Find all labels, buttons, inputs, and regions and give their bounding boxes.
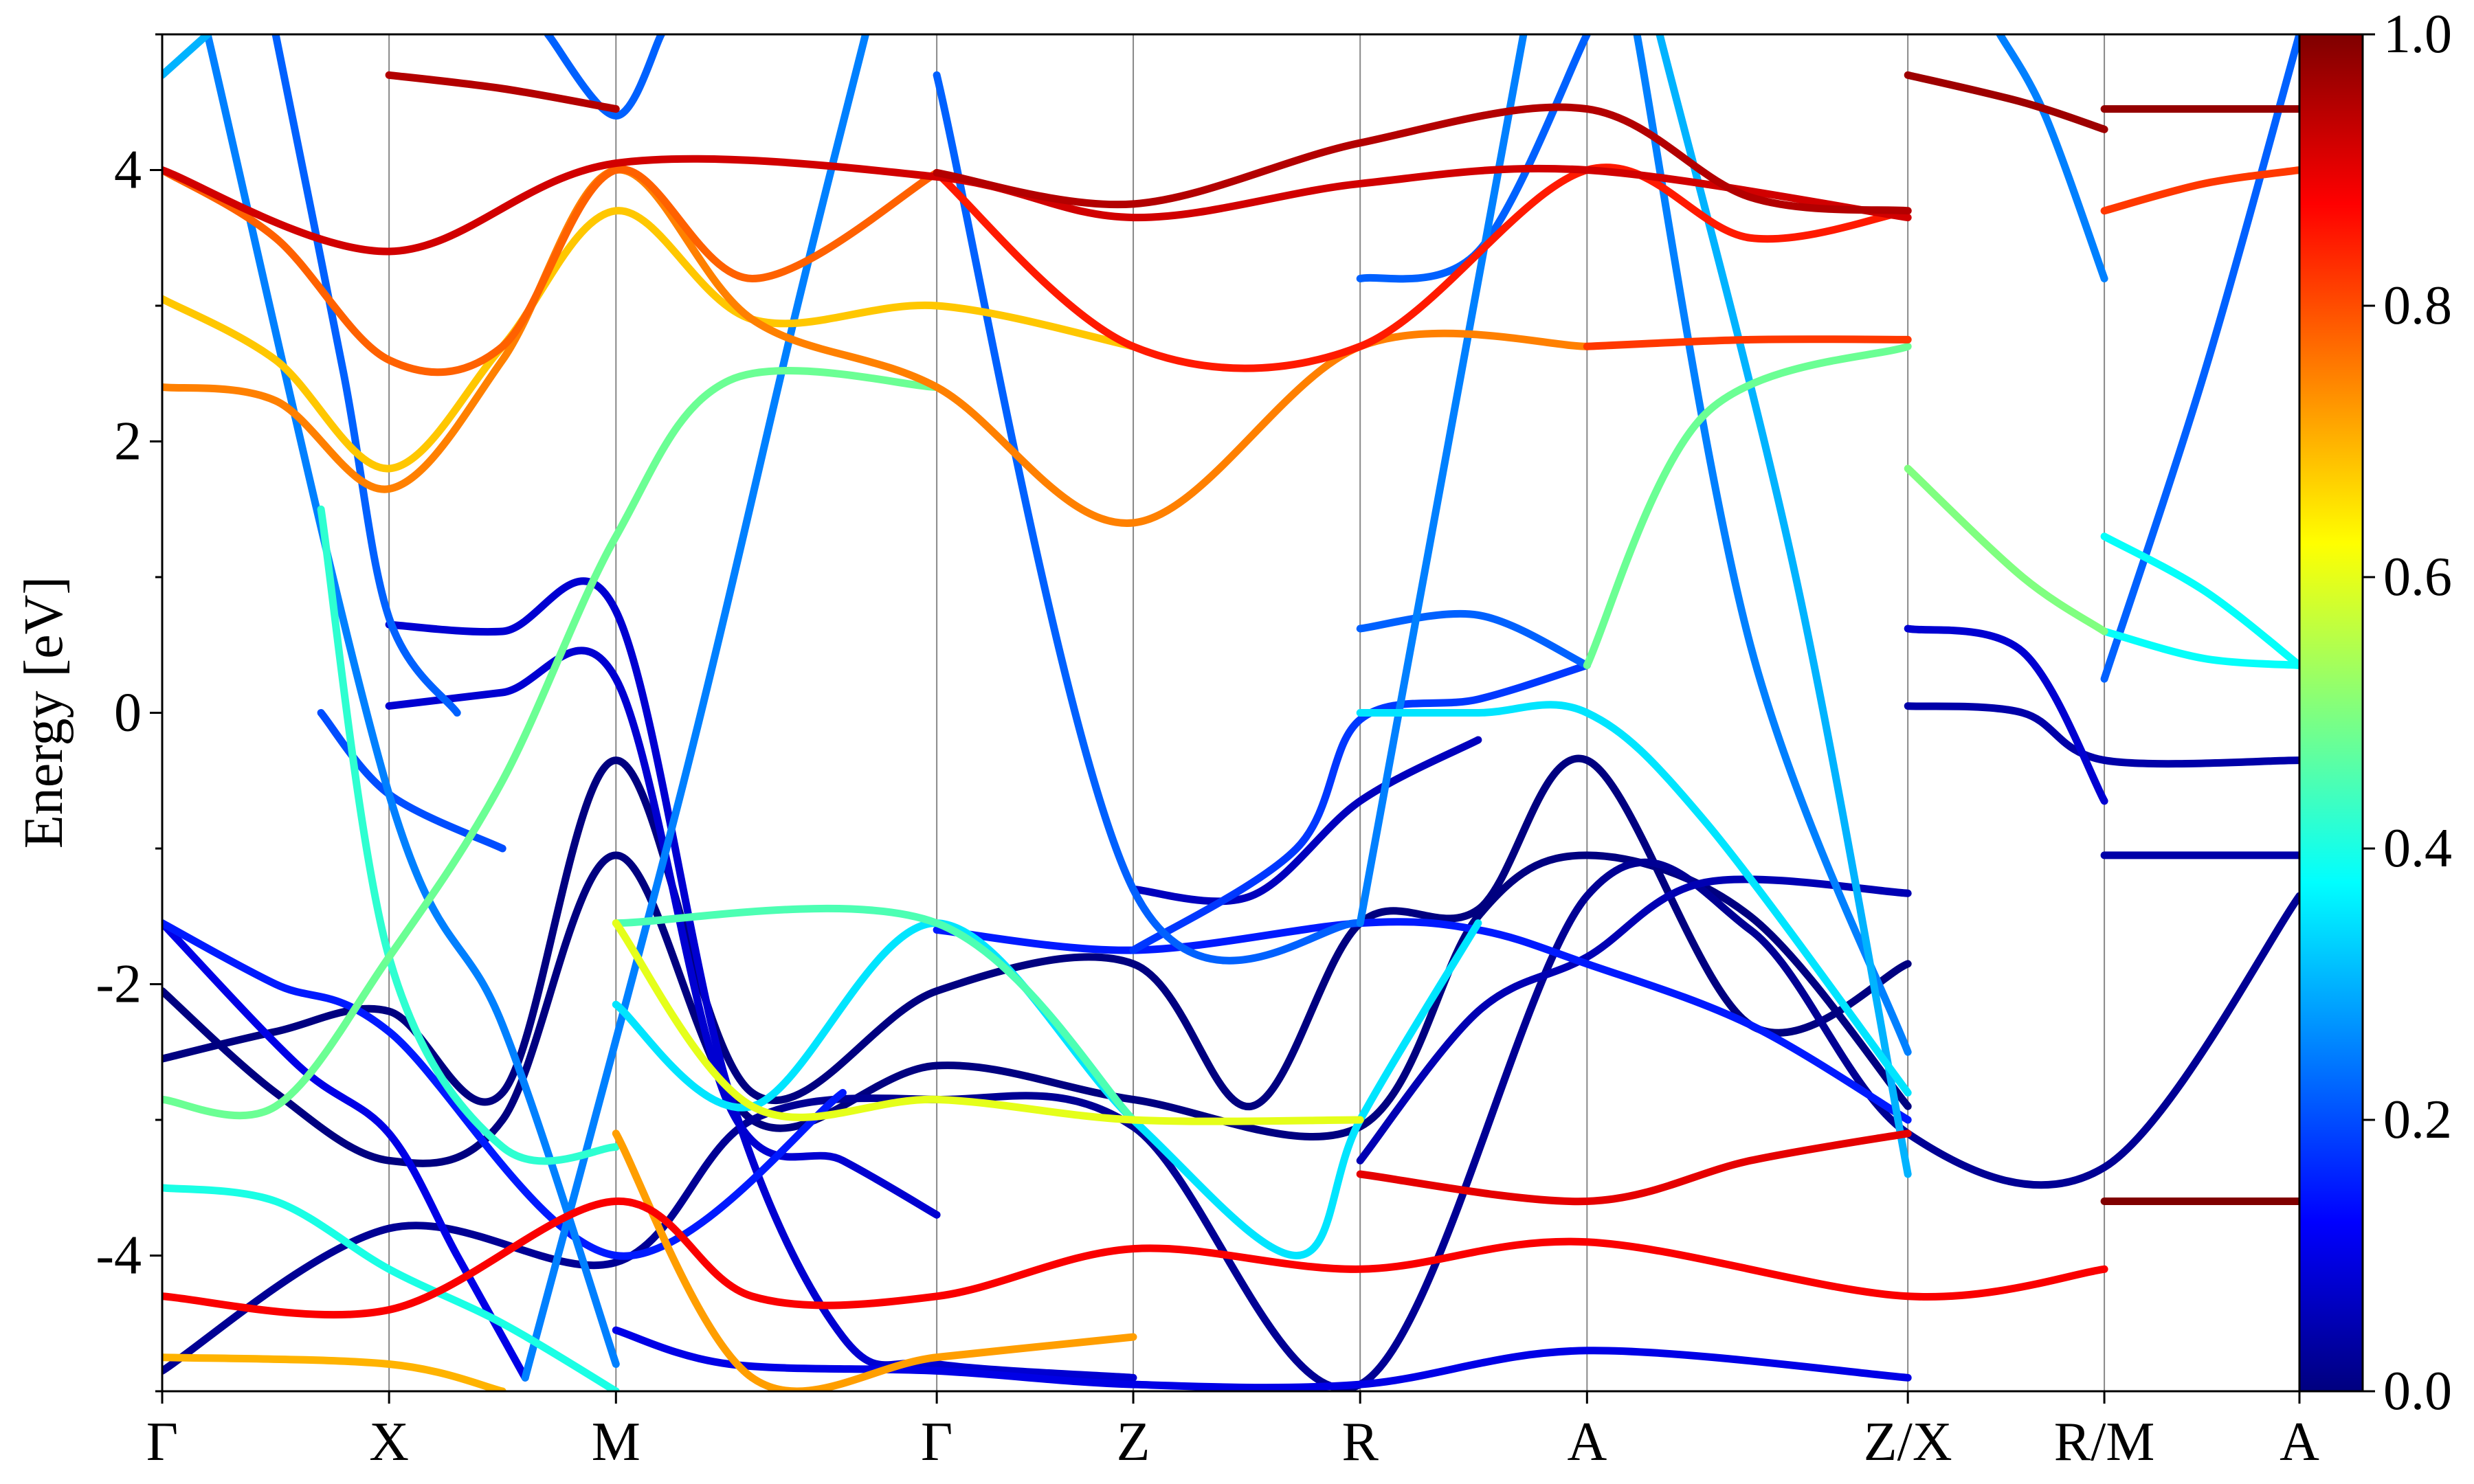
band-25 [1356,34,1528,928]
band-39 [612,919,1364,1125]
band-50 [162,155,1912,256]
band-32 [2100,627,2299,669]
x-tick-label: Γ [921,1412,952,1472]
band-48 [162,1197,2108,1319]
band-37 [1583,342,1912,669]
x-tick-label: R [1342,1412,1379,1472]
band-52 [933,103,1912,215]
band-47 [933,164,1912,372]
colorbar-gradient [2299,34,2363,1391]
band-7 [385,577,1137,1382]
band-34 [317,505,620,1165]
band-6 [1129,736,1482,906]
x-tick-label: A [1567,1412,1607,1472]
band-2 [162,858,2299,1391]
band-14 [1129,661,1591,954]
x-tick-label: Z [1117,1412,1150,1472]
band-42 [612,1129,1137,1391]
y-axis: -4 -2 0 2 4 [96,33,162,1393]
band-53 [1904,71,2108,133]
colorbar-frame [2298,33,2364,1393]
y-tick-label: 4 [114,140,142,201]
band-10 [162,919,529,1382]
band-3 [1904,702,2299,768]
band-33 [162,1184,620,1391]
band-36 [162,366,941,1120]
band-43 [162,166,1591,527]
band-21 [2100,34,2299,683]
band-lines [162,34,2299,1391]
band-44 [162,165,941,376]
band-20 [933,71,1364,965]
colorbar-tick-label: 0.4 [2383,818,2452,879]
band-1 [162,851,1912,1167]
band-11 [612,1326,1912,1391]
y-tick-label: -4 [96,1226,142,1286]
colorbar-tick-label: 1.0 [2383,4,2452,65]
x-axis: Γ X M Γ Z R A Z/X R/M A [146,1391,2319,1472]
band-49 [1356,1129,1912,1206]
band-30 [1356,701,1912,1097]
band-38 [1904,464,2108,636]
band-35 [612,904,1137,1124]
band-27 [162,34,212,79]
y-axis-label: Energy [eV] [14,576,74,848]
band-24 [1633,34,1912,1056]
band-45 [1583,335,1912,350]
band-9 [1904,625,2108,805]
colorbar-tick-label: 0.6 [2383,547,2452,607]
band-5 [1356,875,1912,1165]
band-19 [544,34,665,120]
y-tick-label: -2 [96,954,142,1015]
x-tick-label: Γ [146,1412,178,1472]
colorbar-tick-label: 0.8 [2383,276,2452,336]
x-tick-label: Z/X [1864,1412,1952,1472]
band-18 [1356,34,1591,283]
colorbar-tick-label: 0.0 [2383,1361,2452,1421]
y-tick-label: 2 [114,412,142,472]
band-22 [203,34,620,1368]
colorbar: 0.0 0.2 0.4 0.6 0.8 1.0 [2298,4,2452,1421]
x-tick-label: M [592,1412,640,1472]
band-8 [385,647,941,1219]
band-0 [162,754,1912,1110]
x-tick-label: R/M [2054,1412,2155,1472]
x-tick-label: A [2280,1412,2319,1472]
band-40 [162,207,1137,473]
colorbar-tick-label: 0.2 [2383,1090,2452,1150]
colorbar-ticks: 0.0 0.2 0.4 0.6 0.8 1.0 [2363,4,2452,1421]
band-41 [162,1353,506,1391]
band-12 [162,919,847,1260]
band-46 [2100,166,2299,215]
y-tick-label: 0 [114,683,142,743]
plot-frame [161,33,2301,1393]
band-17 [1356,609,1591,669]
band-51 [385,71,620,113]
band-26 [1996,34,2108,282]
band-31 [2100,532,2299,669]
x-tick-label: X [369,1412,409,1472]
